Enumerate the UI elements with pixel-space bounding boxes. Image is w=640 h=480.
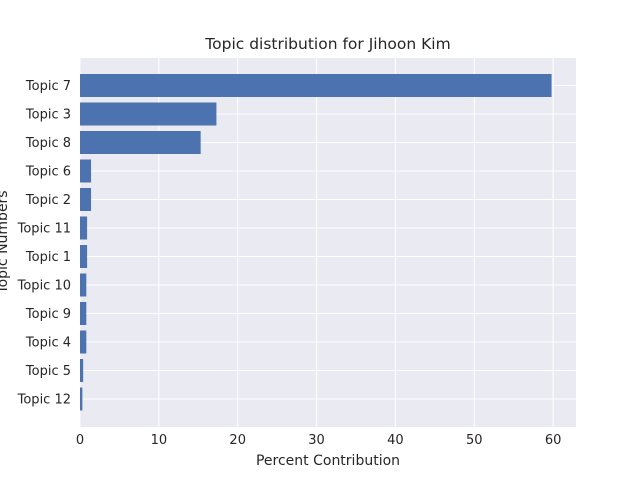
bar-topic-5 — [80, 359, 84, 382]
bar-topic-8 — [80, 131, 201, 154]
bar-topic-2 — [80, 188, 92, 211]
bar-topic-12 — [80, 387, 83, 411]
x-axis-label: Percent Contribution — [256, 453, 400, 469]
x-tick-label: 40 — [387, 433, 404, 448]
chart-title: Topic distribution for Jihoon Kim — [204, 35, 450, 53]
y-tick-label: Topic 3 — [25, 108, 71, 123]
bar-topic-6 — [80, 159, 92, 183]
bar-topic-10 — [80, 273, 87, 297]
x-tick-label: 0 — [76, 433, 84, 448]
y-tick-labels: Topic 7 Topic 3 Topic 8 Topic 6 Topic 2 Topic… — [17, 79, 71, 408]
x-tick-label: 30 — [308, 433, 325, 448]
y-tick-label: Topic 4 — [25, 336, 71, 351]
y-tick-label: Topic 6 — [25, 165, 71, 180]
y-tick-label: Topic 11 — [17, 222, 71, 237]
bar-topic-11 — [80, 216, 88, 240]
bar-topic-1 — [80, 245, 88, 268]
x-tick-label: 50 — [466, 433, 483, 448]
y-tick-label: Topic 12 — [17, 393, 71, 408]
y-tick-label: Topic 9 — [25, 307, 71, 322]
bar-topic-7 — [80, 74, 552, 97]
x-tick-label: 20 — [229, 433, 246, 448]
y-axis-label: Topic Numbers — [0, 190, 11, 294]
x-tick-labels: 0 10 20 30 40 50 60 — [76, 433, 562, 448]
x-tick-label: 60 — [545, 433, 562, 448]
bar-topic-3 — [80, 102, 217, 126]
y-tick-label: Topic 2 — [25, 193, 71, 208]
y-tick-label: Topic 7 — [25, 79, 71, 94]
bar-topic-9 — [80, 302, 87, 325]
y-tick-label: Topic 5 — [25, 364, 71, 379]
x-tick-label: 10 — [151, 433, 168, 448]
bars — [80, 74, 552, 411]
y-tick-label: Topic 10 — [17, 279, 71, 294]
bar-topic-4 — [80, 330, 87, 354]
y-tick-label: Topic 1 — [25, 250, 71, 265]
y-tick-label: Topic 8 — [25, 136, 71, 151]
